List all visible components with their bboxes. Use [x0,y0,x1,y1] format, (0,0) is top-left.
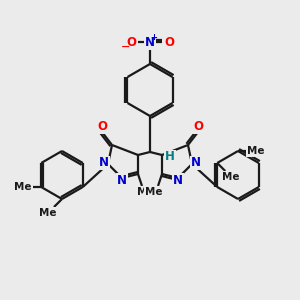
Text: N: N [191,157,201,169]
Text: Me: Me [145,187,163,197]
Text: O: O [193,121,203,134]
Text: Me: Me [14,182,32,192]
Text: Me: Me [223,172,240,182]
Text: N: N [99,157,109,169]
Text: +: + [151,34,158,43]
Text: Me: Me [137,187,155,197]
Text: H: H [165,151,175,164]
Text: N: N [117,173,127,187]
Text: O: O [97,121,107,134]
Text: Me: Me [39,208,57,218]
Text: −: − [121,42,131,52]
Text: Me: Me [247,146,265,156]
Text: O: O [164,35,174,49]
Text: N: N [173,173,183,187]
Text: N: N [145,35,155,49]
Text: O: O [126,35,136,49]
